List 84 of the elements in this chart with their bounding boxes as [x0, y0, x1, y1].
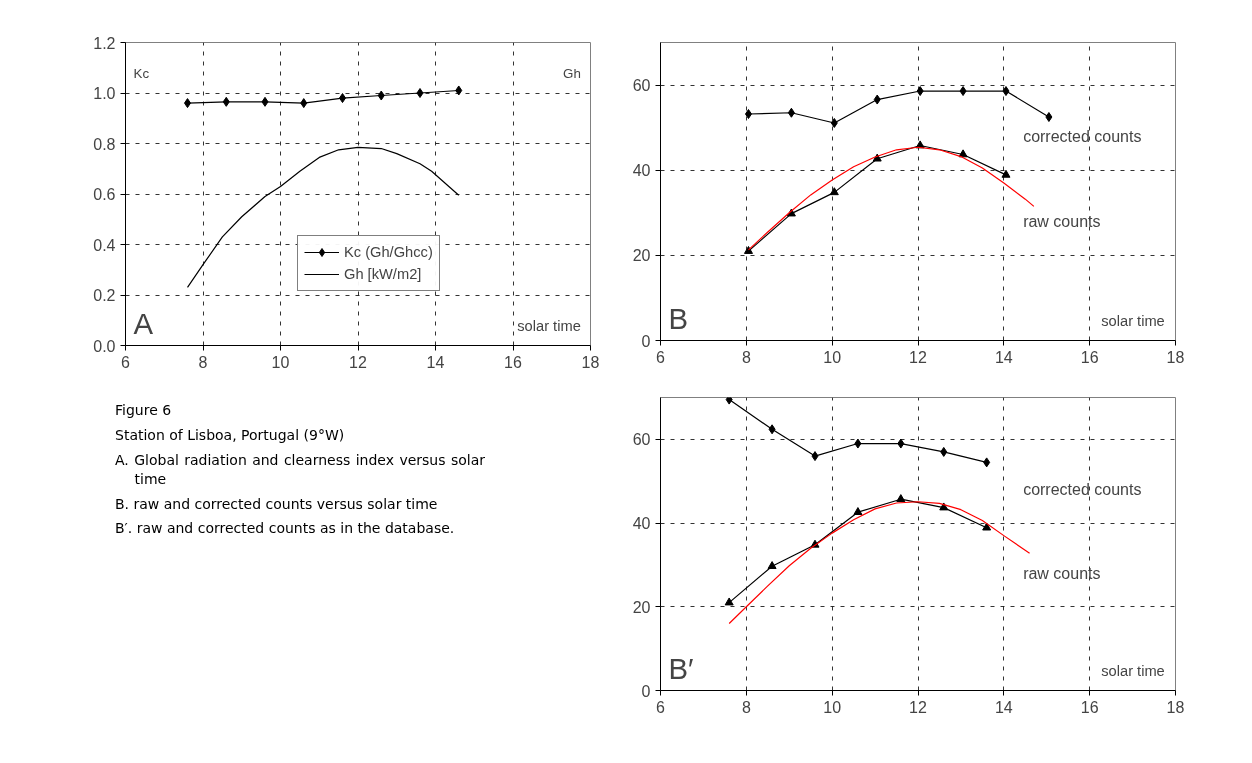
point: [983, 457, 991, 468]
x-tick-label: 14: [994, 698, 1013, 716]
x-tick-label: 18: [1166, 348, 1185, 366]
x-tick-label: 6: [656, 348, 666, 366]
point: [724, 597, 734, 606]
x-axis-title: solar time: [517, 317, 581, 334]
text: B′: [668, 651, 694, 685]
series-label: corrected counts: [1023, 127, 1142, 145]
x-axis-title: solar time: [1101, 662, 1165, 679]
x-tick-label: 16: [504, 353, 522, 371]
y-tick-label: 0.8: [93, 135, 116, 153]
point: [811, 451, 819, 462]
y-tick-label: 0: [641, 682, 651, 700]
text: raw counts: [1023, 564, 1101, 582]
y-tick-label: 40: [632, 515, 651, 533]
x-tick-label: 10: [823, 348, 842, 366]
x-tick-label: 18: [581, 353, 600, 371]
point: [1002, 86, 1010, 97]
point: [873, 94, 881, 105]
y-tick-label: 40: [632, 162, 651, 180]
point: [768, 424, 776, 435]
x-tick-label: 6: [121, 353, 131, 371]
point: [853, 507, 863, 515]
y-tick-label: 60: [632, 431, 651, 449]
text: A: [133, 306, 154, 340]
x-tick-label: 18: [1166, 698, 1185, 716]
x-tick-label: 8: [741, 698, 751, 716]
point: [830, 117, 838, 128]
point: [377, 90, 385, 101]
text: B: [668, 301, 689, 335]
y-tick-label: 0.6: [93, 186, 116, 203]
legend-label: Kc (Gh/Ghcc): [344, 244, 433, 260]
x-tick-label: 12: [909, 348, 927, 366]
point: [1045, 112, 1053, 122]
point: [300, 98, 308, 109]
point: [416, 88, 424, 98]
y-tick-label: 20: [632, 598, 651, 616]
point: [743, 245, 753, 254]
y-tick-label: 0: [641, 332, 651, 350]
y-tick-label: 1.2: [93, 34, 116, 52]
text: B. raw and corrected counts versus solar time: [115, 494, 439, 514]
text: A. Global radiation and clearness index versus solar time: [115, 450, 485, 489]
x-tick-label: 6: [656, 698, 666, 716]
point: [982, 522, 992, 531]
y-axis-title: Kc: [133, 65, 150, 81]
point: [744, 109, 752, 120]
x-tick-label: 16: [1080, 698, 1099, 716]
x-tick-label: 12: [349, 353, 367, 371]
text: B′. raw and corrected counts as in the database.: [115, 519, 456, 539]
point: [897, 438, 905, 449]
y2-axis-title: Gh: [563, 65, 581, 81]
x-tick-label: 14: [426, 353, 445, 371]
point: [455, 85, 463, 96]
point: [725, 397, 733, 405]
point: [854, 438, 862, 449]
y-tick-label: 20: [632, 247, 651, 265]
point: [940, 446, 948, 457]
y-tick-label: 60: [632, 77, 651, 95]
point: [222, 96, 230, 107]
point: [959, 86, 967, 97]
x-tick-label: 12: [909, 698, 927, 716]
text: corrected counts: [1023, 481, 1142, 499]
x-tick-label: 8: [741, 348, 751, 366]
point: [767, 561, 777, 569]
y-tick-label: 0.4: [93, 236, 116, 254]
x-tick-label: 16: [1080, 348, 1099, 366]
point: [829, 187, 839, 196]
x-tick-label: 10: [823, 698, 842, 716]
x-axis-title: solar time: [1101, 312, 1165, 329]
y-tick-label: 1.0: [93, 85, 116, 102]
y-tick-label: 0.2: [93, 287, 116, 304]
point: [261, 96, 269, 107]
x-tick-label: 10: [271, 353, 290, 371]
point: [1001, 169, 1011, 178]
text: Figure 6: [115, 401, 173, 420]
text: Station of Lisboa, Portugal (9°W): [115, 425, 346, 445]
point: [896, 494, 906, 503]
point: [916, 86, 924, 97]
x-tick-label: 14: [994, 348, 1013, 366]
x-tick-label: 8: [198, 353, 208, 371]
y-tick-label: 0.0: [93, 337, 116, 355]
legend-label: Gh [kW/m2]: [344, 266, 422, 282]
point: [787, 107, 795, 118]
text: raw counts: [1023, 212, 1101, 230]
